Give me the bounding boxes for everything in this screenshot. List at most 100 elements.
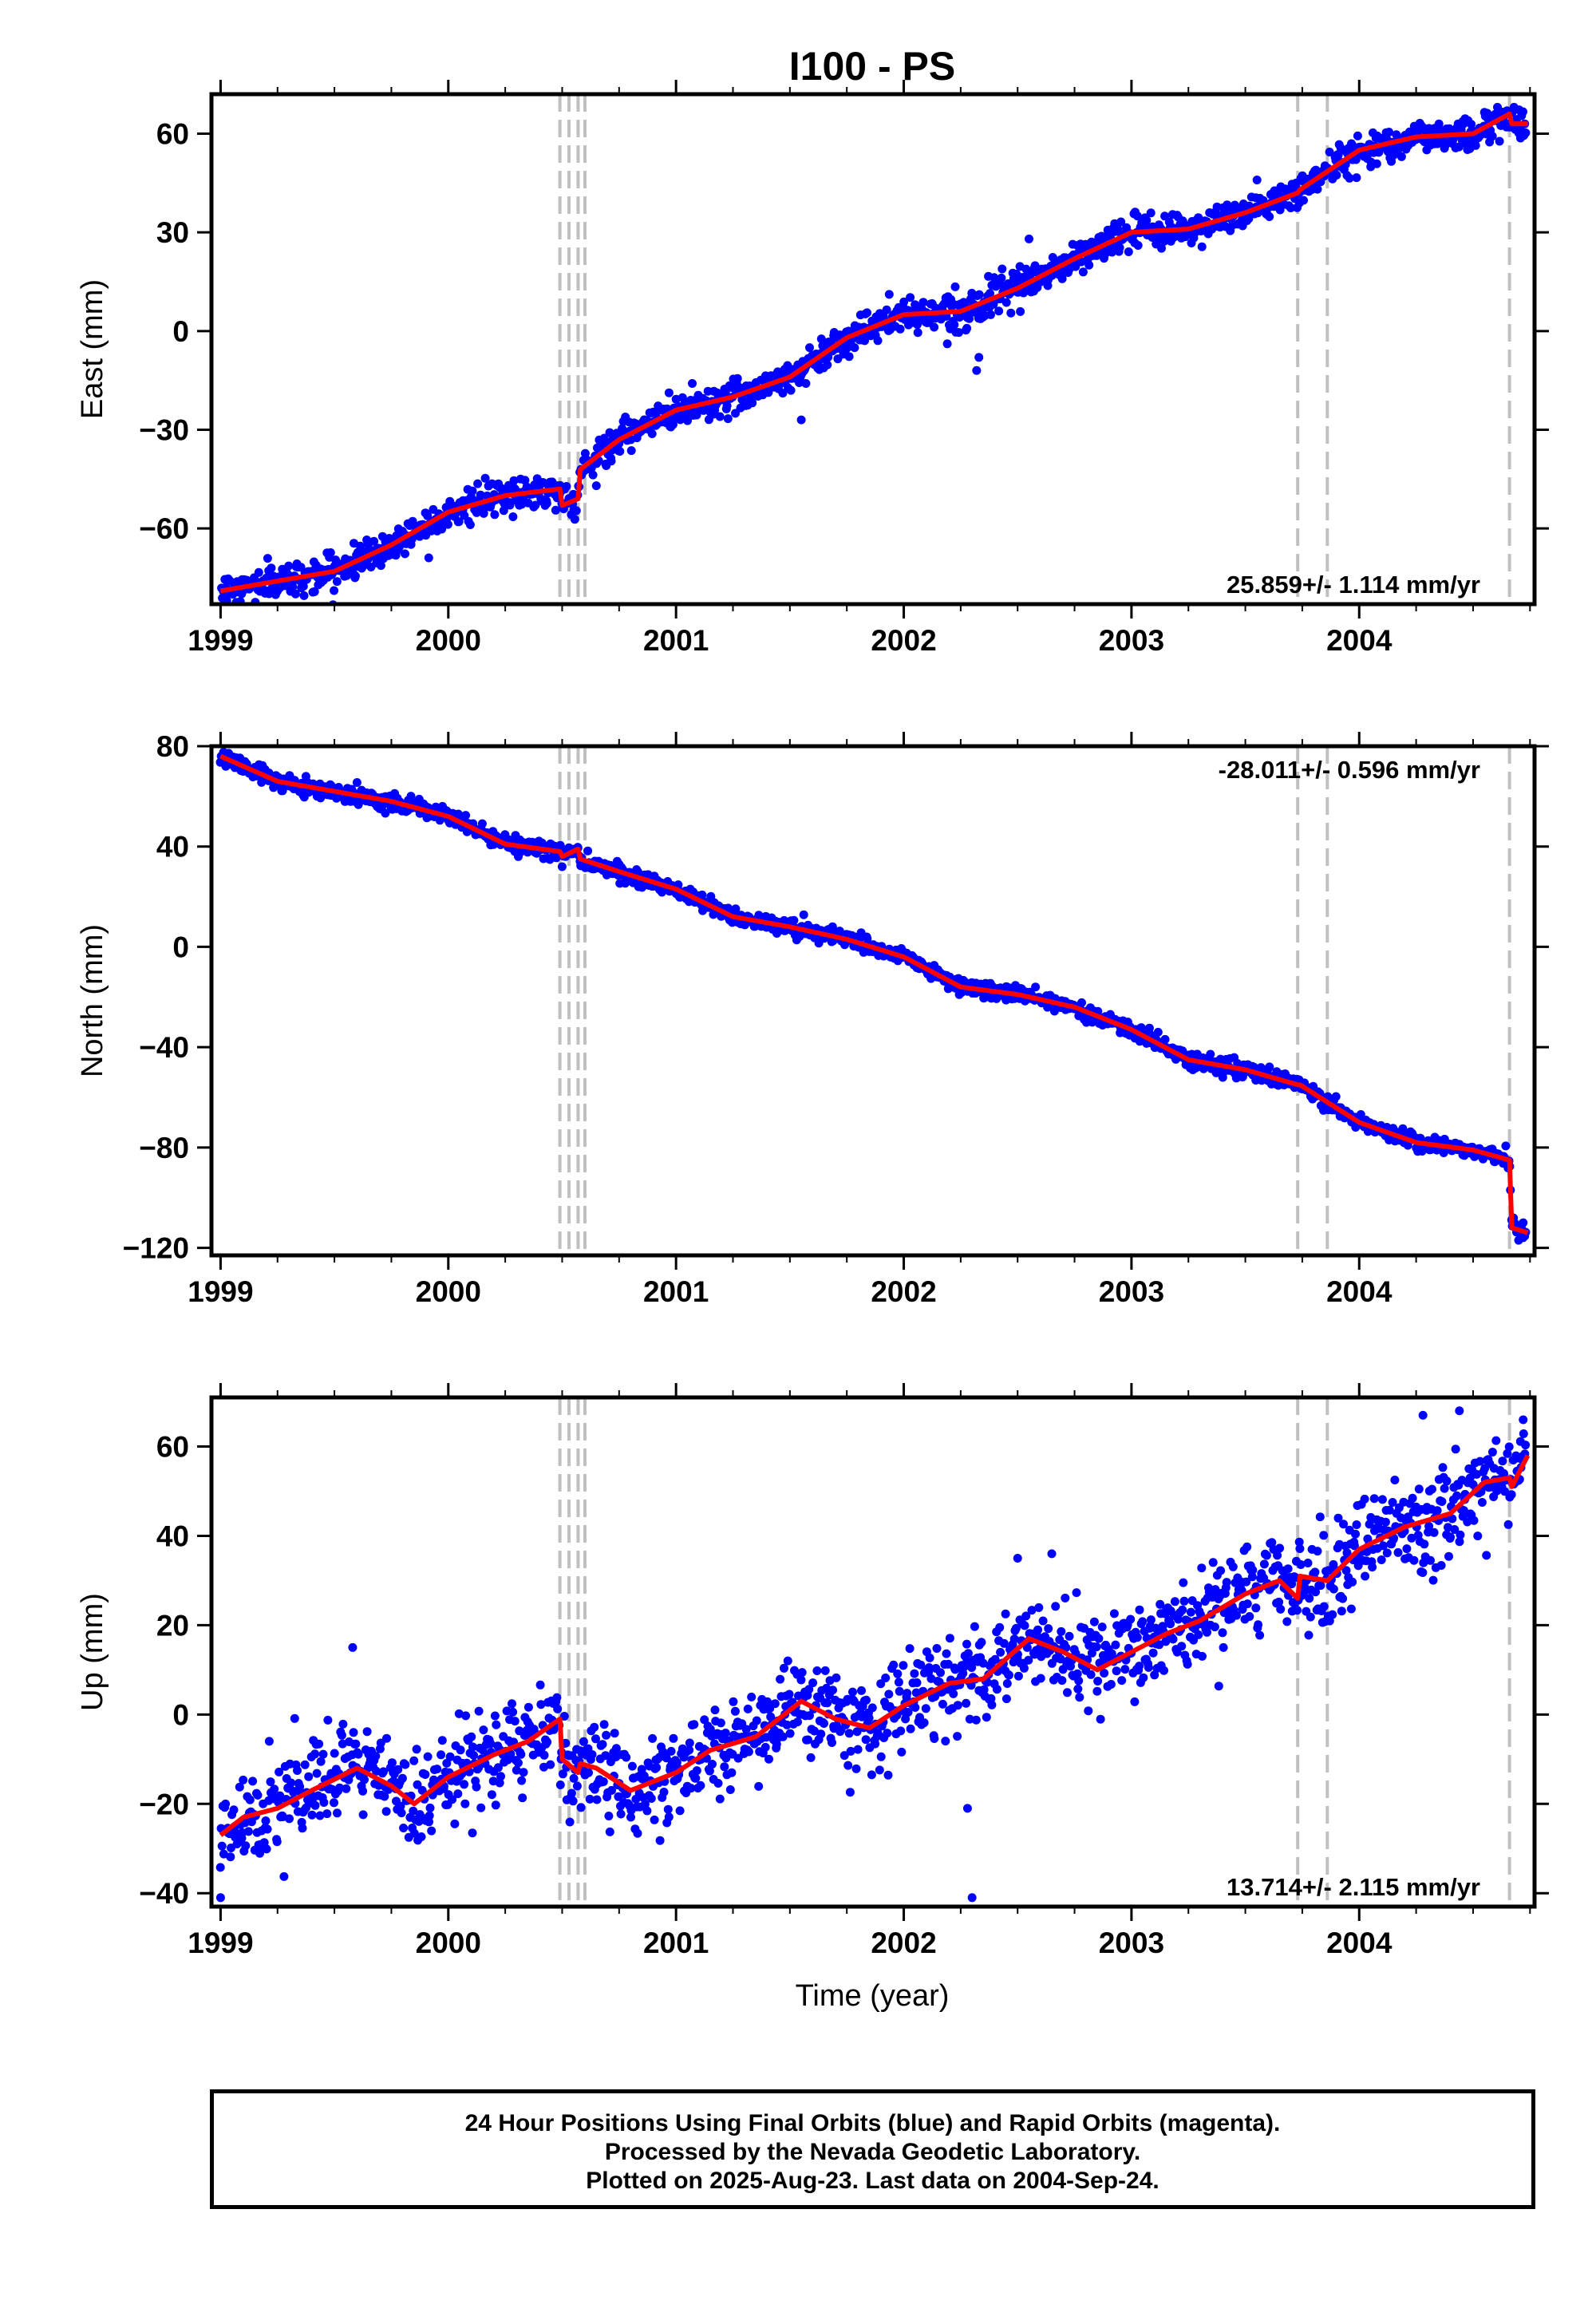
data-point bbox=[610, 1729, 619, 1738]
data-point bbox=[1519, 1218, 1528, 1227]
x-tick-label: 2003 bbox=[1099, 624, 1164, 657]
data-point bbox=[954, 328, 963, 338]
data-point bbox=[565, 1817, 575, 1827]
data-point bbox=[992, 1685, 1001, 1694]
data-point bbox=[1177, 1642, 1187, 1651]
data-point bbox=[604, 1812, 614, 1820]
data-point bbox=[1303, 1559, 1313, 1567]
data-point bbox=[293, 1766, 302, 1775]
data-point bbox=[626, 446, 636, 456]
data-point bbox=[413, 1780, 422, 1789]
data-point bbox=[1495, 136, 1504, 146]
data-point bbox=[591, 1734, 600, 1744]
data-point bbox=[456, 1745, 465, 1755]
data-point bbox=[1424, 1521, 1434, 1531]
data-point bbox=[805, 1711, 814, 1721]
data-point bbox=[692, 1766, 701, 1776]
data-point bbox=[1455, 1537, 1464, 1547]
panel-north: 1999 2000 2001 2002 2003 2004−120−80−4004080N… bbox=[76, 730, 1549, 1308]
data-point bbox=[1487, 1448, 1497, 1456]
data-point bbox=[1428, 1484, 1436, 1494]
data-point bbox=[685, 1738, 694, 1748]
x-tick-label: 2000 bbox=[416, 1275, 481, 1308]
data-point bbox=[1459, 1506, 1468, 1516]
data-point bbox=[1159, 1666, 1168, 1675]
data-point bbox=[784, 1690, 794, 1699]
data-point bbox=[938, 1699, 947, 1709]
data-point bbox=[754, 1781, 764, 1791]
data-point bbox=[1092, 1642, 1101, 1652]
data-point bbox=[823, 360, 832, 370]
data-point bbox=[576, 1803, 586, 1812]
data-point bbox=[697, 890, 707, 899]
data-point bbox=[1222, 1578, 1231, 1587]
data-point bbox=[1174, 1614, 1183, 1624]
data-point bbox=[899, 297, 909, 306]
data-point bbox=[783, 1656, 792, 1666]
data-point bbox=[1194, 1630, 1203, 1639]
data-point bbox=[1438, 1463, 1448, 1472]
data-point bbox=[380, 1792, 389, 1801]
data-point bbox=[215, 1893, 225, 1903]
data-point bbox=[468, 1742, 477, 1752]
data-point bbox=[723, 414, 733, 424]
data-point bbox=[1259, 1559, 1269, 1569]
data-point bbox=[1351, 1529, 1360, 1539]
data-point bbox=[1120, 1665, 1130, 1674]
data-point bbox=[1001, 298, 1011, 307]
data-point bbox=[1116, 217, 1126, 227]
data-point bbox=[1519, 107, 1527, 117]
data-point bbox=[799, 910, 808, 919]
data-point bbox=[716, 1718, 725, 1728]
data-point bbox=[1065, 1631, 1074, 1641]
data-point bbox=[1179, 1596, 1189, 1606]
data-point bbox=[861, 1735, 871, 1745]
data-point bbox=[1352, 173, 1361, 183]
data-point bbox=[744, 1747, 753, 1757]
data-point bbox=[741, 1725, 751, 1734]
data-point bbox=[668, 420, 678, 429]
data-point bbox=[1407, 1533, 1416, 1543]
data-point bbox=[804, 1685, 814, 1694]
data-point bbox=[905, 1644, 915, 1654]
y-tick-label: −40 bbox=[139, 1877, 189, 1910]
data-point bbox=[1382, 1548, 1392, 1558]
data-point bbox=[1156, 1599, 1165, 1609]
data-point bbox=[543, 1737, 552, 1747]
data-point bbox=[1267, 1538, 1277, 1547]
panel-east: 1999 2000 2001 2002 2003 2004−60−3003060East … bbox=[76, 80, 1549, 657]
data-point bbox=[1274, 1597, 1284, 1607]
data-point bbox=[299, 591, 309, 600]
data-point bbox=[1232, 1611, 1241, 1620]
data-point bbox=[437, 524, 447, 534]
data-point bbox=[602, 1730, 611, 1740]
data-point bbox=[1135, 1662, 1144, 1671]
data-point bbox=[867, 1703, 877, 1713]
data-point bbox=[338, 1719, 348, 1729]
data-point bbox=[358, 1810, 368, 1820]
data-point bbox=[606, 456, 616, 466]
y-tick-label: −30 bbox=[139, 414, 189, 447]
data-point bbox=[1333, 1513, 1343, 1523]
data-point bbox=[351, 1739, 361, 1749]
processing-footer: 24 Hour Positions Using Final Orbits (bl… bbox=[210, 2089, 1535, 2209]
data-point bbox=[1310, 1567, 1320, 1577]
data-point bbox=[335, 1783, 344, 1792]
y-tick-label: 0 bbox=[172, 931, 189, 963]
data-point bbox=[1150, 1670, 1159, 1680]
data-point bbox=[963, 1649, 973, 1658]
data-point bbox=[1521, 128, 1531, 137]
data-point bbox=[688, 379, 697, 388]
data-point bbox=[1328, 1610, 1337, 1619]
data-point bbox=[1409, 1555, 1419, 1565]
data-point bbox=[713, 1779, 723, 1788]
y-tick-label: 0 bbox=[172, 315, 189, 348]
data-point bbox=[986, 289, 994, 298]
data-point bbox=[1186, 1607, 1195, 1617]
data-point bbox=[879, 312, 888, 322]
data-point bbox=[1368, 1563, 1377, 1572]
data-point bbox=[239, 1775, 248, 1784]
rate-label: -28.011+/- 0.596 mm/yr bbox=[1219, 756, 1480, 784]
data-point bbox=[655, 1836, 665, 1845]
data-point bbox=[1388, 1498, 1397, 1507]
